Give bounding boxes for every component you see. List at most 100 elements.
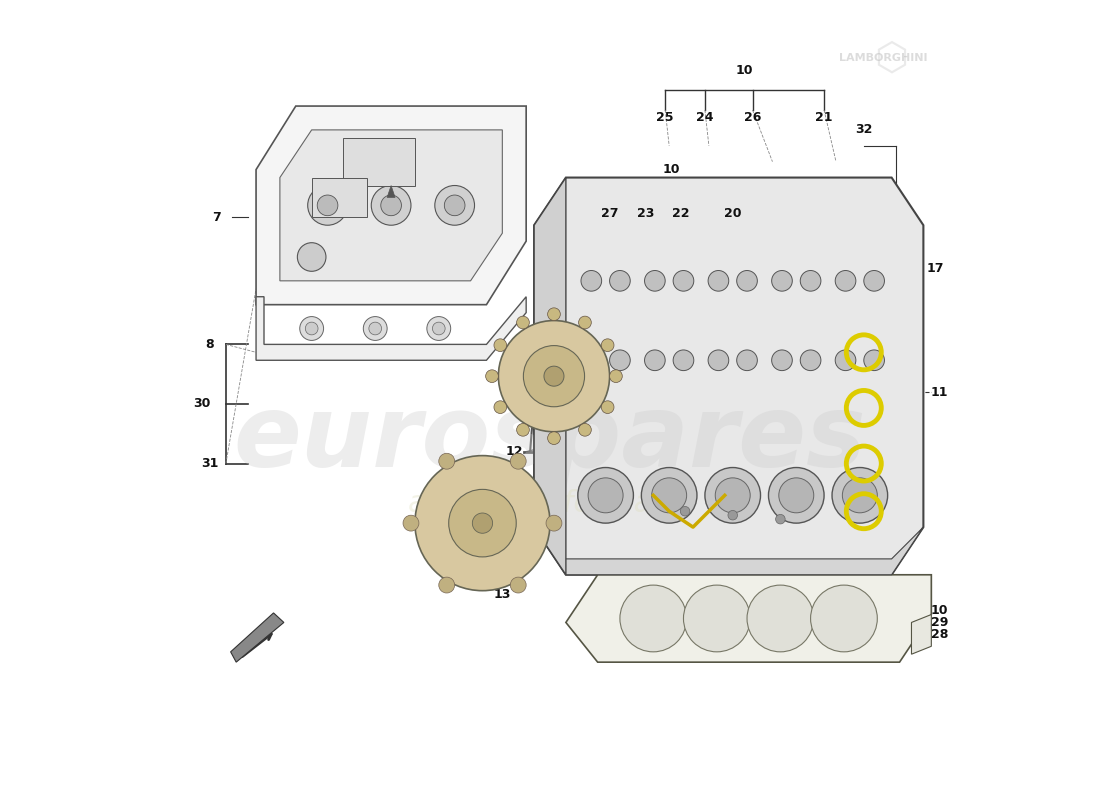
Circle shape	[602, 339, 614, 351]
Circle shape	[673, 270, 694, 291]
Circle shape	[673, 350, 694, 370]
Circle shape	[546, 515, 562, 531]
Circle shape	[645, 350, 665, 370]
Circle shape	[708, 350, 728, 370]
Circle shape	[609, 370, 623, 382]
Text: a passion for parts: a passion for parts	[408, 489, 692, 518]
Circle shape	[510, 577, 526, 593]
Circle shape	[403, 515, 419, 531]
Circle shape	[779, 478, 814, 513]
Text: 17: 17	[926, 262, 944, 275]
Text: ⬡: ⬡	[874, 39, 909, 78]
Polygon shape	[912, 614, 932, 654]
Circle shape	[439, 577, 454, 593]
Circle shape	[415, 456, 550, 590]
Circle shape	[300, 317, 323, 341]
Circle shape	[620, 585, 686, 652]
Circle shape	[579, 316, 592, 329]
Circle shape	[683, 585, 750, 652]
Circle shape	[588, 478, 623, 513]
Text: 12: 12	[506, 445, 522, 458]
Circle shape	[524, 346, 584, 406]
Circle shape	[432, 322, 446, 335]
Text: eurospares: eurospares	[233, 391, 867, 488]
Circle shape	[297, 242, 326, 271]
Circle shape	[801, 350, 821, 370]
Text: 20: 20	[724, 207, 741, 220]
Text: 28: 28	[931, 628, 948, 641]
Circle shape	[747, 585, 814, 652]
Circle shape	[609, 350, 630, 370]
Polygon shape	[231, 613, 284, 662]
Circle shape	[306, 322, 318, 335]
Polygon shape	[535, 527, 923, 574]
Circle shape	[737, 270, 757, 291]
Circle shape	[449, 490, 516, 557]
Circle shape	[548, 308, 560, 321]
Circle shape	[609, 270, 630, 291]
Text: 29: 29	[931, 616, 948, 629]
Circle shape	[372, 186, 411, 226]
Text: 32: 32	[855, 123, 872, 136]
Circle shape	[317, 195, 338, 216]
Circle shape	[472, 513, 493, 534]
Text: 22: 22	[672, 207, 690, 220]
Circle shape	[368, 322, 382, 335]
Polygon shape	[565, 574, 932, 662]
Circle shape	[548, 432, 560, 445]
Text: 27: 27	[601, 207, 618, 220]
Text: LAMBORGHINI: LAMBORGHINI	[839, 54, 928, 63]
Text: 14: 14	[442, 517, 460, 530]
Circle shape	[728, 510, 737, 520]
Circle shape	[381, 195, 402, 216]
Circle shape	[517, 316, 529, 329]
Circle shape	[602, 401, 614, 414]
Circle shape	[772, 270, 792, 291]
Text: 30: 30	[194, 398, 211, 410]
Polygon shape	[535, 178, 565, 574]
Text: 21: 21	[815, 111, 833, 125]
Circle shape	[578, 467, 634, 523]
Circle shape	[645, 270, 665, 291]
Circle shape	[439, 454, 454, 469]
Text: 24: 24	[696, 111, 714, 125]
Circle shape	[680, 506, 690, 516]
Text: 7: 7	[212, 210, 221, 224]
Circle shape	[832, 467, 888, 523]
Text: 10: 10	[528, 398, 546, 410]
Circle shape	[363, 317, 387, 341]
Circle shape	[651, 478, 686, 513]
Circle shape	[510, 454, 526, 469]
Circle shape	[427, 317, 451, 341]
Circle shape	[715, 478, 750, 513]
Circle shape	[434, 186, 474, 226]
Circle shape	[737, 350, 757, 370]
Circle shape	[776, 514, 785, 524]
Circle shape	[769, 467, 824, 523]
Circle shape	[544, 366, 564, 386]
Circle shape	[486, 370, 498, 382]
Circle shape	[772, 350, 792, 370]
Circle shape	[864, 270, 884, 291]
Polygon shape	[279, 130, 503, 281]
Circle shape	[498, 321, 609, 432]
Circle shape	[494, 339, 507, 351]
Circle shape	[811, 585, 878, 652]
Circle shape	[864, 350, 884, 370]
Text: 13: 13	[494, 588, 512, 601]
Polygon shape	[256, 106, 526, 305]
Text: 10: 10	[736, 64, 754, 77]
Circle shape	[705, 467, 760, 523]
Text: 23: 23	[637, 207, 654, 220]
Circle shape	[641, 467, 697, 523]
Circle shape	[843, 478, 878, 513]
Circle shape	[308, 186, 348, 226]
Circle shape	[579, 423, 592, 436]
Circle shape	[708, 270, 728, 291]
Text: 31: 31	[201, 457, 219, 470]
Circle shape	[517, 423, 529, 436]
Polygon shape	[311, 178, 367, 218]
Circle shape	[835, 270, 856, 291]
Circle shape	[835, 350, 856, 370]
Circle shape	[801, 270, 821, 291]
